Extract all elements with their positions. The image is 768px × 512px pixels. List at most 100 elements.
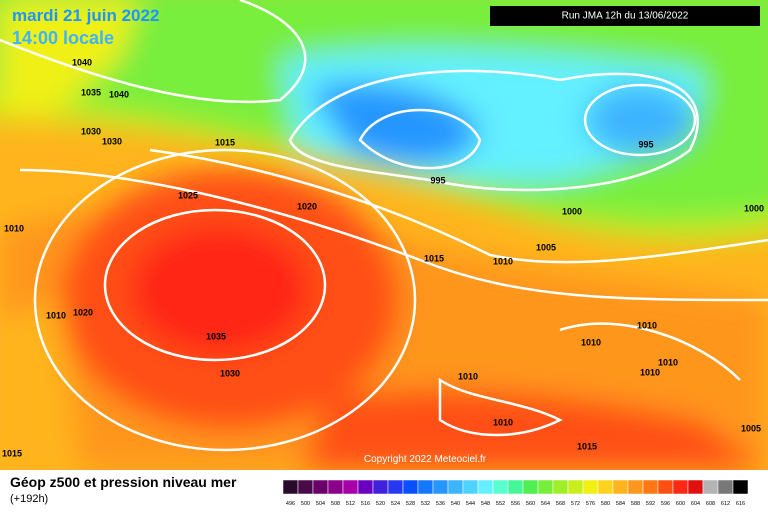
isobar bbox=[33, 148, 417, 452]
scale-swatch bbox=[597, 479, 614, 495]
scale-swatch bbox=[567, 479, 584, 495]
isobar-label: 1030 bbox=[102, 136, 122, 146]
scale-swatch bbox=[342, 479, 359, 495]
copyright: Copyright 2022 Meteociel.fr bbox=[364, 454, 487, 465]
isobar-label: 1015 bbox=[424, 253, 444, 263]
isobar-label: 1030 bbox=[81, 126, 101, 136]
scale-swatch bbox=[402, 479, 419, 495]
isobars bbox=[0, 0, 768, 452]
isobar-label: 1005 bbox=[536, 242, 556, 252]
scale-swatch bbox=[507, 479, 524, 495]
scale-label: 544 bbox=[466, 501, 475, 507]
scale-label: 532 bbox=[421, 501, 430, 507]
scale-swatch bbox=[357, 479, 374, 495]
scale-label: 556 bbox=[511, 501, 520, 507]
isobar bbox=[19, 168, 768, 302]
isobar-label: 1010 bbox=[581, 337, 601, 347]
isobar-label: 1040 bbox=[109, 89, 129, 99]
scale-swatch bbox=[312, 479, 329, 495]
isobar-label: 1010 bbox=[493, 417, 513, 427]
scale-label: 508 bbox=[331, 501, 340, 507]
scale-label: 580 bbox=[601, 501, 610, 507]
isobar bbox=[438, 377, 563, 437]
isobar-label: 1005 bbox=[741, 423, 761, 433]
isobar bbox=[559, 322, 741, 381]
scale-label: 596 bbox=[661, 501, 670, 507]
scale-label: 568 bbox=[556, 501, 565, 507]
scale-label: 600 bbox=[676, 501, 685, 507]
scale-label: 512 bbox=[346, 501, 355, 507]
scale-label: 516 bbox=[361, 501, 370, 507]
scale-label: 592 bbox=[646, 501, 655, 507]
isobar-label: 995 bbox=[430, 175, 445, 185]
scale-swatch bbox=[537, 479, 554, 495]
scale-label: 584 bbox=[616, 501, 625, 507]
isobar bbox=[0, 0, 307, 104]
scale-label: 528 bbox=[406, 501, 415, 507]
date: mardi 21 juin 2022 bbox=[12, 6, 159, 25]
scale-label: 604 bbox=[691, 501, 700, 507]
isobar-label: 1015 bbox=[577, 441, 597, 451]
run-info: Run JMA 12h du 13/06/2022 bbox=[562, 11, 689, 22]
time: 14:00 locale bbox=[12, 28, 114, 48]
scale-label: 504 bbox=[316, 501, 325, 507]
scale-swatch bbox=[387, 479, 404, 495]
scale-swatch bbox=[687, 479, 704, 495]
scale-label: 588 bbox=[631, 501, 640, 507]
scale-swatch bbox=[522, 479, 539, 495]
isobar-label: 1020 bbox=[73, 307, 93, 317]
scale-swatch bbox=[477, 479, 494, 495]
scale-swatch bbox=[657, 479, 674, 495]
isobar bbox=[149, 148, 768, 264]
scale-swatch bbox=[447, 479, 464, 495]
scale-label: 576 bbox=[586, 501, 595, 507]
scale-label: 572 bbox=[571, 501, 580, 507]
scale-label: 524 bbox=[391, 501, 400, 507]
scale-swatch bbox=[282, 479, 299, 495]
legend-title: Géop z500 et pression niveau mer bbox=[10, 474, 237, 490]
scale-swatch bbox=[732, 479, 749, 495]
scale-label: 552 bbox=[496, 501, 505, 507]
isobar bbox=[103, 208, 327, 362]
scale-swatch bbox=[717, 479, 734, 495]
isobar-label: 1015 bbox=[2, 448, 22, 458]
scale-swatch bbox=[327, 479, 344, 495]
isobar-label: 1010 bbox=[4, 223, 24, 233]
scale-label: 560 bbox=[526, 501, 535, 507]
scale-label: 496 bbox=[286, 501, 295, 507]
isobar-label: 1000 bbox=[744, 203, 764, 213]
isobar-label: 1010 bbox=[637, 320, 657, 330]
scale-label: 608 bbox=[706, 501, 715, 507]
scale-swatch bbox=[627, 479, 644, 495]
scale-swatch bbox=[582, 479, 599, 495]
scale-swatch bbox=[417, 479, 434, 495]
scale-swatch bbox=[372, 479, 389, 495]
isobar-label: 995 bbox=[638, 139, 653, 149]
lead-time: (+192h) bbox=[10, 493, 48, 505]
scale-label: 548 bbox=[481, 501, 490, 507]
scale-label: 536 bbox=[436, 501, 445, 507]
scale-swatch bbox=[462, 479, 479, 495]
scale-label: 612 bbox=[721, 501, 730, 507]
scale-label: 564 bbox=[541, 501, 550, 507]
scale-swatch bbox=[297, 479, 314, 495]
scale-swatch bbox=[702, 479, 719, 495]
isobar-label: 1010 bbox=[493, 256, 513, 266]
isobar-label: 1040 bbox=[72, 57, 92, 67]
scale-label: 520 bbox=[376, 501, 385, 507]
scale-swatch bbox=[552, 479, 569, 495]
isobar-label: 1015 bbox=[215, 137, 235, 147]
isobar-label: 1010 bbox=[640, 367, 660, 377]
scale-swatch bbox=[612, 479, 629, 495]
isobar-label: 1010 bbox=[458, 371, 478, 381]
isobar-label: 1035 bbox=[206, 331, 226, 341]
field bbox=[0, 0, 768, 471]
isobar bbox=[583, 83, 697, 157]
isobar-label: 1030 bbox=[220, 368, 240, 378]
isobar-label: 1035 bbox=[81, 87, 101, 97]
isobar-label: 1020 bbox=[297, 201, 317, 211]
isobar-label: 1010 bbox=[46, 310, 66, 320]
run-box bbox=[490, 6, 760, 26]
